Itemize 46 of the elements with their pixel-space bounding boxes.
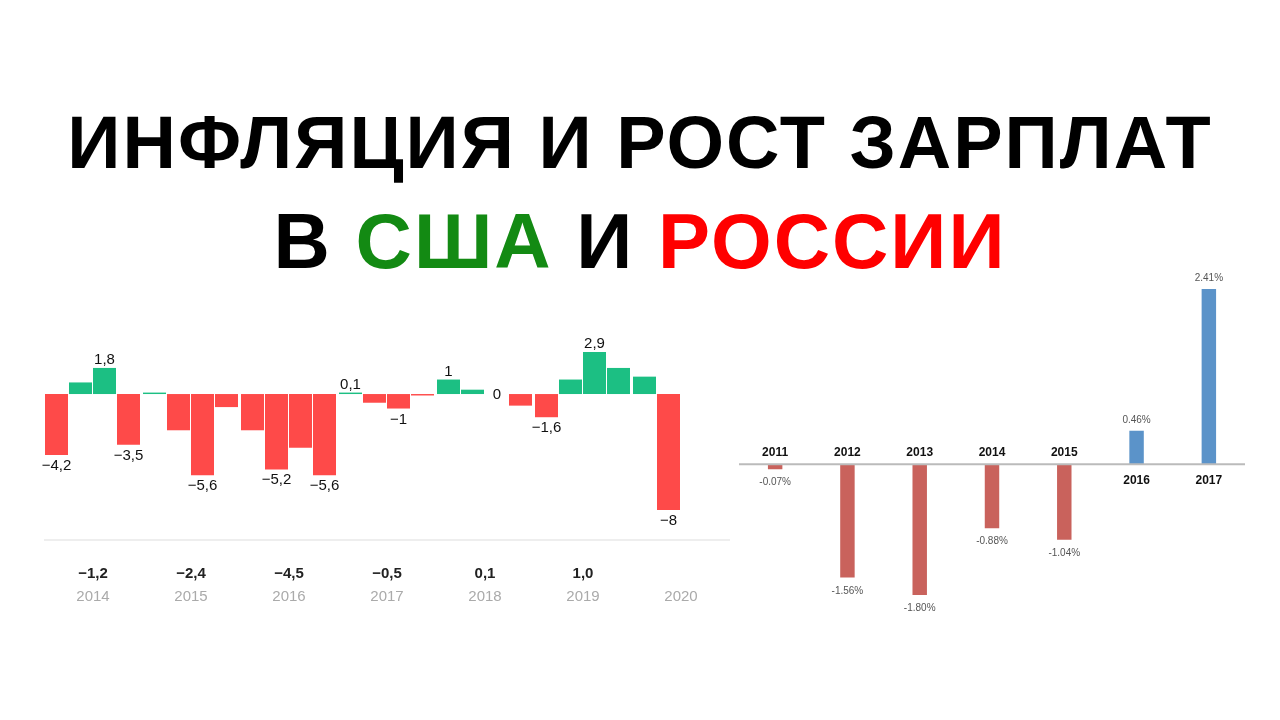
x-tick-label: 2014 — [76, 587, 110, 604]
data-label: −4,2 — [41, 455, 72, 473]
data-label: −5,6 — [309, 476, 340, 494]
data-label: -0.07% — [759, 476, 792, 488]
data-label: −1 — [389, 409, 408, 427]
data-label: -0.88% — [976, 535, 1008, 547]
x-tick-label: 2015 — [1050, 445, 1078, 460]
bar — [509, 394, 532, 406]
data-label: 1 — [444, 361, 453, 379]
x-tick-label: 2016 — [1123, 473, 1151, 488]
x-tick-label: 2019 — [566, 587, 600, 604]
text: −2,4 — [176, 564, 207, 581]
data-label: -1.04% — [1048, 546, 1081, 558]
bar — [633, 376, 656, 395]
data-label: −1,6 — [531, 418, 562, 436]
data-label: −5,6 — [187, 476, 218, 494]
chart-subtitle: В США И РОССИИ — [273, 197, 1007, 285]
data-label: 0 — [492, 385, 502, 403]
x-tick-label: 2017 — [1195, 473, 1223, 488]
text: −1,2 — [78, 564, 108, 581]
data-label: −5,2 — [261, 470, 292, 488]
x-tick-label: 2018 — [468, 587, 502, 604]
data-label: 0.46% — [1122, 413, 1151, 425]
x-tick-label: 2020 — [664, 587, 698, 604]
data-label: −8 — [659, 511, 678, 528]
data-label: 2,9 — [584, 334, 605, 351]
chart-title: ИНФЛЯЦИЯ И РОСТ ЗАРПЛАТ — [66, 100, 1214, 186]
text: 0,1 — [474, 564, 496, 581]
text: 1,0 — [572, 564, 594, 581]
x-tick-label: 2011 — [762, 445, 789, 460]
data-label: 1,8 — [94, 349, 115, 367]
bar — [657, 394, 680, 510]
data-label: 2.41% — [1194, 272, 1224, 283]
data-label: -1.80% — [903, 602, 936, 613]
x-tick-label: 2012 — [834, 445, 862, 460]
x-tick-label: 2015 — [174, 587, 208, 604]
text: −0,5 — [372, 564, 402, 581]
text: −4,5 — [274, 564, 304, 581]
x-tick-label: 2014 — [978, 445, 1006, 460]
data-label: -1.56% — [831, 584, 864, 596]
x-tick-label: 2016 — [272, 587, 306, 604]
bar — [117, 394, 140, 445]
x-tick-label: 2017 — [370, 587, 404, 604]
data-label: −3,5 — [113, 445, 144, 463]
x-tick-label: 2013 — [906, 445, 934, 460]
data-label: 0,1 — [340, 374, 361, 392]
